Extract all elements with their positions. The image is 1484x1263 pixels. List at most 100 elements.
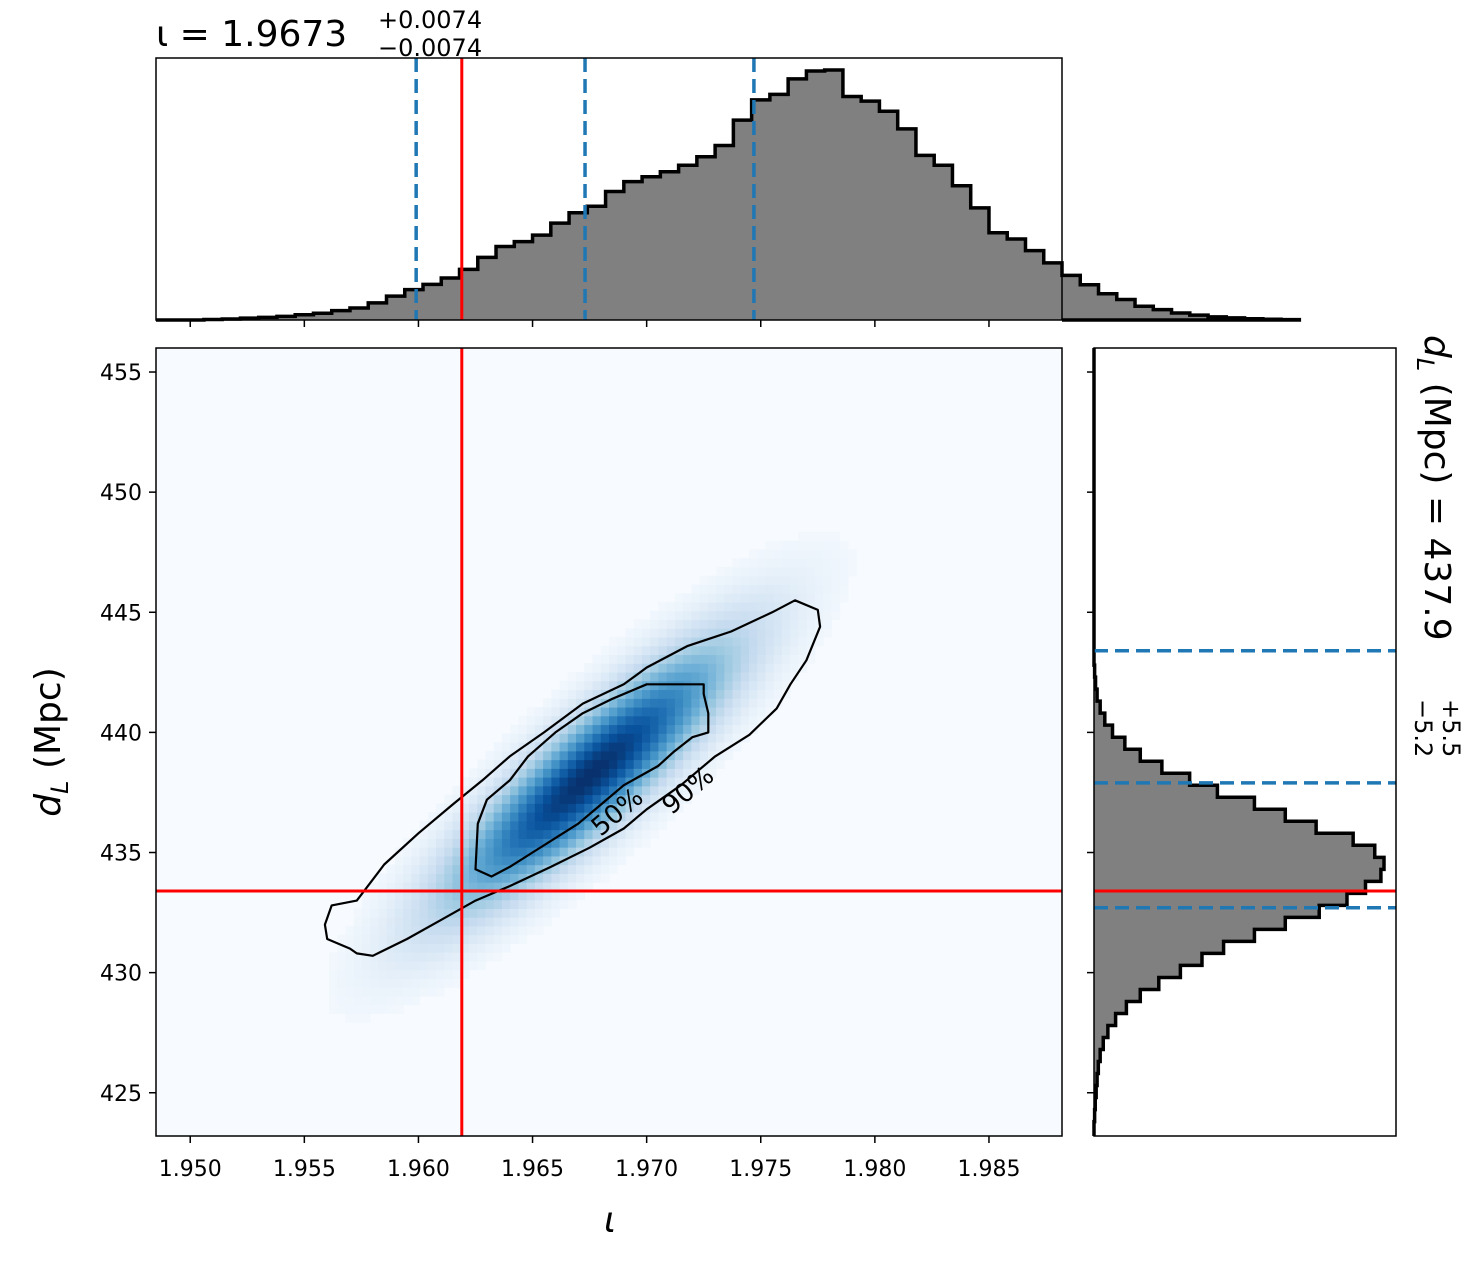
density-cell — [732, 680, 742, 691]
iota-histogram-bar — [532, 235, 552, 320]
density-cell — [749, 610, 758, 621]
density-cell — [403, 978, 412, 988]
density-cell — [699, 768, 709, 778]
density-cell — [617, 733, 627, 743]
density-cell — [518, 890, 528, 901]
density-cell — [641, 759, 651, 769]
density-cell — [477, 864, 487, 874]
density-cell — [691, 663, 701, 673]
density-cell — [740, 558, 750, 568]
density-cell — [394, 952, 404, 962]
density-cell — [641, 838, 651, 848]
x-tick-label: 1.975 — [729, 1157, 792, 1182]
density-cell — [477, 917, 487, 927]
density-cell — [493, 820, 503, 831]
density-cell — [543, 759, 552, 769]
density-cell — [724, 619, 734, 629]
density-cell — [510, 925, 519, 936]
density-cell — [831, 566, 841, 577]
density-cell — [419, 969, 429, 979]
density-cell — [551, 864, 561, 874]
density-cell — [518, 838, 528, 848]
density-cell — [650, 759, 660, 769]
credible-contours — [323, 599, 822, 957]
density-cell — [468, 768, 478, 778]
density-cell — [839, 540, 849, 550]
density-cell — [501, 759, 511, 769]
density-cell — [386, 960, 396, 971]
density-cell — [567, 777, 577, 787]
density-cell — [576, 680, 585, 691]
density-cell — [740, 628, 750, 638]
dl-histogram-bar — [1094, 977, 1159, 990]
density-cell — [526, 759, 536, 769]
density-cell — [765, 706, 775, 717]
density-cell — [666, 733, 676, 743]
density-cell — [485, 917, 495, 927]
density-cell — [394, 855, 404, 866]
iota-histogram-bar — [1171, 312, 1191, 320]
density-cell — [625, 794, 635, 804]
density-cell — [732, 610, 742, 621]
dl-histogram-bar — [1094, 989, 1141, 1002]
density-cell — [584, 742, 594, 752]
density-cell — [452, 960, 462, 971]
density-cell — [831, 610, 841, 621]
density-cell — [427, 987, 437, 997]
iota-histogram-bar — [1043, 262, 1063, 320]
density-cell — [650, 698, 660, 708]
density-cell — [798, 540, 808, 550]
density-cell — [683, 706, 692, 717]
density-cell — [567, 838, 577, 848]
density-cell — [559, 715, 569, 726]
density-cell — [650, 794, 660, 804]
density-cell — [394, 987, 404, 997]
density-cell — [683, 750, 692, 761]
density-cell — [773, 549, 783, 559]
density-cell — [403, 864, 412, 874]
density-cell — [427, 943, 437, 953]
density-cell — [699, 724, 709, 734]
density-cell — [617, 750, 627, 761]
density-cell — [526, 785, 536, 796]
density-cell — [452, 952, 462, 962]
density-cell — [790, 558, 800, 568]
density-cell — [650, 689, 660, 699]
density-cell — [411, 925, 421, 936]
density-cell — [361, 943, 371, 953]
density-cell — [493, 890, 503, 901]
iota-histogram-bar — [934, 165, 953, 320]
density-cell — [361, 978, 371, 988]
density-cell — [674, 654, 684, 664]
dl-summary-symbol: d — [1416, 335, 1457, 359]
iota-histogram-bar — [1116, 299, 1136, 320]
density-cell — [452, 855, 462, 866]
density-cell — [650, 750, 660, 761]
density-cell — [543, 785, 552, 796]
density-cell — [460, 925, 470, 936]
density-cell — [468, 855, 478, 866]
density-cell — [361, 960, 371, 971]
iota-histogram-bar — [605, 191, 625, 320]
density-cell — [403, 882, 412, 892]
density-cell — [592, 715, 602, 726]
density-cell — [328, 987, 338, 997]
density-cell — [452, 908, 462, 918]
x-tick-label: 1.950 — [159, 1157, 222, 1182]
density-cell — [781, 671, 791, 682]
density-cell — [617, 768, 627, 778]
density-cell — [567, 680, 577, 691]
density-cell — [361, 987, 371, 997]
density-cell — [641, 628, 651, 638]
density-cell — [806, 549, 816, 559]
density-cell — [378, 934, 388, 944]
density-cell — [600, 873, 610, 883]
density-cell — [650, 733, 660, 743]
density-cell — [584, 706, 594, 717]
density-cell — [444, 838, 454, 848]
density-cell — [370, 934, 379, 944]
density-cell — [831, 558, 841, 568]
density-cell — [534, 829, 544, 839]
density-cell — [839, 593, 849, 603]
iota-histogram-bar — [642, 176, 661, 320]
